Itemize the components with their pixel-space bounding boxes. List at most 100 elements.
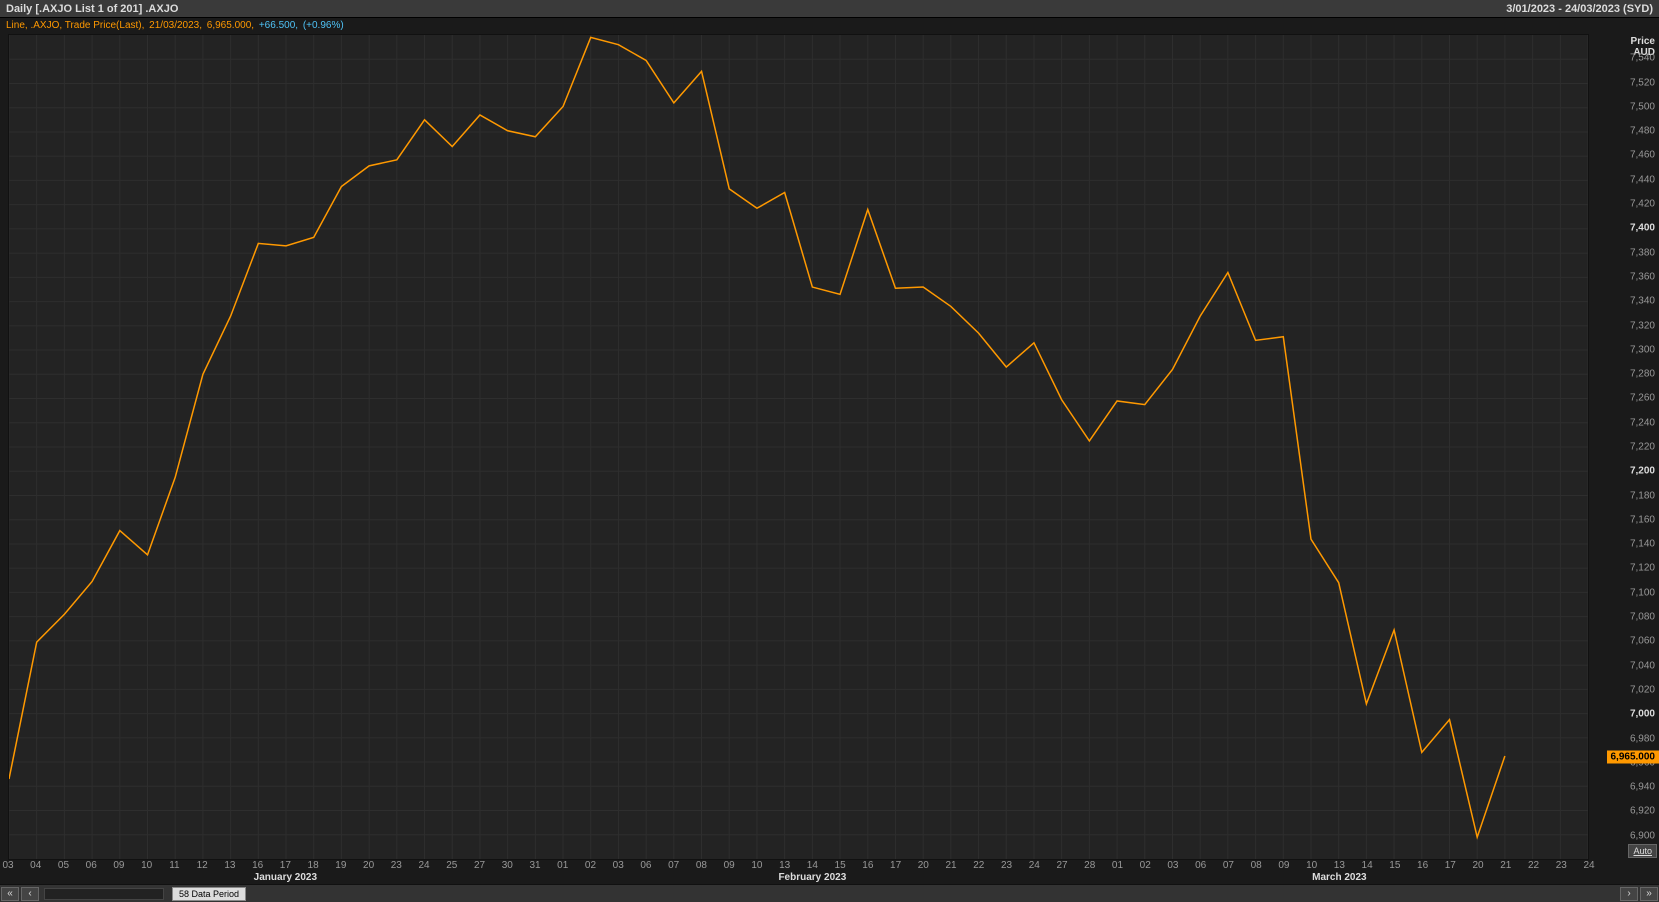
x-tick-label: 10 <box>1306 860 1317 871</box>
x-tick-label: 15 <box>835 860 846 871</box>
data-period-label: 58 Data Period <box>172 887 246 901</box>
x-tick-label: 08 <box>1251 860 1262 871</box>
nav-first-button[interactable]: « <box>1 887 19 901</box>
x-tick-label: 17 <box>890 860 901 871</box>
y-tick-label: 7,440 <box>1630 174 1655 185</box>
y-tick-label: 6,920 <box>1630 806 1655 817</box>
y-tick-label: 7,160 <box>1630 514 1655 525</box>
x-tick-label: 16 <box>1417 860 1428 871</box>
x-month-label: January 2023 <box>254 872 317 883</box>
y-tick-label: 7,260 <box>1630 393 1655 404</box>
x-axis: 0304050609101112131617181920232425273031… <box>8 860 1589 884</box>
header-title-left: Daily [.AXJO List 1 of 201] .AXJO <box>6 3 178 15</box>
chart-header: Daily [.AXJO List 1 of 201] .AXJO 3/01/2… <box>0 0 1659 18</box>
x-tick-label: 16 <box>862 860 873 871</box>
x-tick-label: 30 <box>502 860 513 871</box>
terminal-window: { "header": { "title_left": "Daily [.AXJ… <box>0 0 1659 902</box>
x-tick-label: 18 <box>308 860 319 871</box>
x-tick-label: 21 <box>1500 860 1511 871</box>
x-tick-label: 28 <box>1084 860 1095 871</box>
x-tick-label: 12 <box>197 860 208 871</box>
horizontal-scroll-track[interactable] <box>44 888 164 900</box>
nav-next-button[interactable]: › <box>1620 887 1638 901</box>
x-tick-label: 09 <box>724 860 735 871</box>
x-tick-label: 07 <box>1223 860 1234 871</box>
x-tick-label: 22 <box>1528 860 1539 871</box>
x-tick-label: 20 <box>1472 860 1483 871</box>
info-segment: Line, .AXJO, Trade Price(Last), <box>6 20 147 31</box>
y-tick-label: 7,140 <box>1630 539 1655 550</box>
x-tick-label: 07 <box>668 860 679 871</box>
y-tick-label: 7,540 <box>1630 53 1655 64</box>
y-tick-label: 7,020 <box>1630 684 1655 695</box>
x-tick-label: 23 <box>1556 860 1567 871</box>
x-tick-label: 22 <box>973 860 984 871</box>
y-tick-label: 7,280 <box>1630 369 1655 380</box>
x-tick-label: 31 <box>529 860 540 871</box>
y-tick-label: 7,480 <box>1630 126 1655 137</box>
x-tick-label: 20 <box>918 860 929 871</box>
auto-scale-button[interactable]: Auto <box>1628 844 1657 858</box>
x-tick-label: 09 <box>1278 860 1289 871</box>
x-month-label: March 2023 <box>1312 872 1366 883</box>
y-tick-label: 7,360 <box>1630 271 1655 282</box>
x-tick-label: 05 <box>58 860 69 871</box>
x-tick-label: 03 <box>1167 860 1178 871</box>
x-tick-label: 27 <box>474 860 485 871</box>
chart-area[interactable] <box>8 34 1589 860</box>
info-segment: 6,965.000, <box>207 20 257 31</box>
x-tick-label: 23 <box>1001 860 1012 871</box>
x-tick-label: 14 <box>807 860 818 871</box>
x-tick-label: 17 <box>280 860 291 871</box>
current-price-marker: 6,965.000 <box>1607 750 1659 763</box>
y-tick-label: 7,240 <box>1630 417 1655 428</box>
y-tick-label: 7,400 <box>1630 223 1655 234</box>
y-tick-label: 6,940 <box>1630 782 1655 793</box>
x-tick-label: 04 <box>30 860 41 871</box>
x-tick-label: 27 <box>1056 860 1067 871</box>
x-tick-label: 16 <box>252 860 263 871</box>
y-tick-label: 7,200 <box>1630 466 1655 477</box>
x-tick-label: 06 <box>86 860 97 871</box>
y-tick-label: 7,120 <box>1630 563 1655 574</box>
x-tick-label: 10 <box>141 860 152 871</box>
x-tick-label: 19 <box>335 860 346 871</box>
x-tick-label: 02 <box>585 860 596 871</box>
x-tick-label: 11 <box>169 860 179 871</box>
x-tick-label: 24 <box>418 860 429 871</box>
x-tick-label: 13 <box>1334 860 1345 871</box>
y-axis: Price AUD Auto 6,9006,9206,9406,9606,980… <box>1589 34 1659 860</box>
y-tick-label: 7,060 <box>1630 636 1655 647</box>
x-tick-label: 08 <box>696 860 707 871</box>
x-tick-label: 24 <box>1583 860 1594 871</box>
x-tick-label: 17 <box>1445 860 1456 871</box>
x-tick-label: 06 <box>640 860 651 871</box>
x-tick-label: 14 <box>1362 860 1373 871</box>
x-tick-label: 02 <box>1140 860 1151 871</box>
y-tick-label: 7,520 <box>1630 77 1655 88</box>
x-tick-label: 06 <box>1195 860 1206 871</box>
y-tick-label: 7,220 <box>1630 442 1655 453</box>
y-tick-label: 7,380 <box>1630 247 1655 258</box>
y-tick-label: 7,340 <box>1630 296 1655 307</box>
x-tick-label: 03 <box>613 860 624 871</box>
x-tick-label: 21 <box>945 860 956 871</box>
info-bar: Line, .AXJO, Trade Price(Last), 21/03/20… <box>0 18 1659 34</box>
x-tick-label: 13 <box>224 860 235 871</box>
x-tick-label: 15 <box>1389 860 1400 871</box>
x-tick-label: 10 <box>751 860 762 871</box>
info-segment: +66.500, <box>259 20 301 31</box>
x-tick-label: 24 <box>1029 860 1040 871</box>
header-date-range: 3/01/2023 - 24/03/2023 (SYD) <box>1506 3 1653 15</box>
info-segment: (+0.96%) <box>303 20 344 31</box>
x-tick-label: 13 <box>779 860 790 871</box>
y-tick-label: 7,180 <box>1630 490 1655 501</box>
x-month-label: February 2023 <box>778 872 846 883</box>
y-tick-label: 7,500 <box>1630 101 1655 112</box>
x-tick-label: 20 <box>363 860 374 871</box>
y-tick-label: 7,080 <box>1630 612 1655 623</box>
y-tick-label: 7,420 <box>1630 199 1655 210</box>
y-tick-label: 7,320 <box>1630 320 1655 331</box>
nav-last-button[interactable]: » <box>1640 887 1658 901</box>
nav-prev-button[interactable]: ‹ <box>21 887 39 901</box>
